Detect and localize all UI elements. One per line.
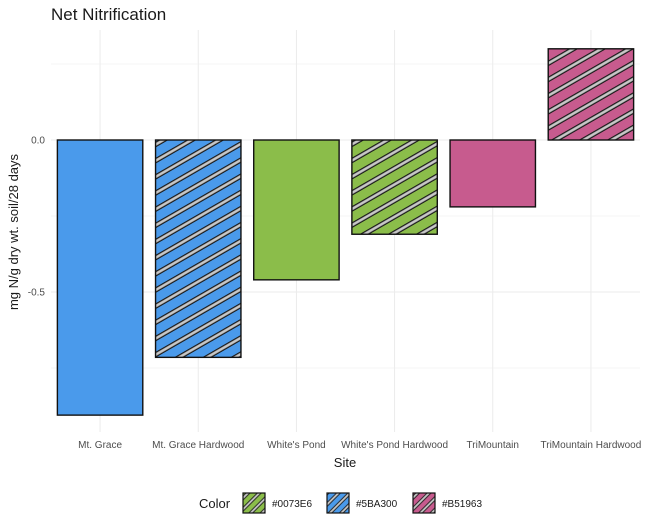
bar-fill (57, 140, 143, 416)
bar-2 (154, 139, 242, 359)
bar-5 (449, 139, 537, 208)
x-tick-label: White's Pond (267, 440, 326, 451)
bar-outline (547, 48, 635, 141)
legend-key-hatch (243, 493, 265, 513)
x-axis-title: Site (334, 455, 356, 470)
legend-key-hatch (413, 493, 435, 513)
bar-outline (56, 139, 144, 416)
legend-entry-2: #5BA300 (326, 492, 398, 514)
y-tick-label: 0.0 (31, 136, 45, 147)
legend-title: Color (199, 496, 231, 511)
legend-key-outline (242, 492, 266, 514)
bar-1 (56, 139, 144, 416)
bars (56, 48, 635, 416)
bar-3 (253, 139, 340, 281)
x-tick-label: TriMountain (467, 440, 519, 451)
legend-label: #0073E6 (272, 499, 312, 510)
x-tick-label: TriMountain Hardwood (541, 440, 642, 451)
x-tick-label: White's Pond Hardwood (341, 440, 448, 451)
legend-entry-1: #0073E6 (242, 492, 312, 514)
bar-6 (547, 48, 635, 141)
legend-entry-3: #B51963 (412, 492, 482, 514)
bar-outline (253, 139, 340, 281)
legend-key-outline (326, 492, 350, 514)
bar-fill (253, 140, 340, 280)
legend-key-outline (412, 492, 436, 514)
bar-4 (351, 139, 438, 235)
y-tick-label: -0.5 (28, 288, 46, 299)
x-axis-ticks: Mt. Grace Mt. Grace Hardwood White's Pond W… (78, 440, 641, 451)
bar-hatch (351, 140, 438, 235)
bar-hatch (155, 140, 241, 358)
bar-outline (351, 139, 438, 235)
bar-hatch (548, 48, 634, 140)
y-axis-ticks: 0.0 -0.5 (28, 136, 46, 299)
legend: Color #0073E6 #5BA300 #B51963 (199, 492, 482, 514)
legend-label: #B51963 (442, 499, 482, 510)
chart-title: Net Nitrification (51, 5, 166, 24)
bar-outline (154, 139, 242, 359)
bar-fill (450, 140, 536, 207)
x-tick-label: Mt. Grace Hardwood (152, 440, 244, 451)
legend-label: #5BA300 (356, 499, 398, 510)
legend-key-hatch (327, 493, 349, 513)
bar-outline (449, 139, 537, 208)
y-axis-title: mg N/g dry wt. soil/28 days (6, 153, 21, 310)
x-tick-label: Mt. Grace (78, 440, 122, 451)
